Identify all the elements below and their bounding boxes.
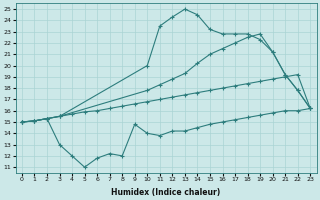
X-axis label: Humidex (Indice chaleur): Humidex (Indice chaleur) (111, 188, 221, 197)
